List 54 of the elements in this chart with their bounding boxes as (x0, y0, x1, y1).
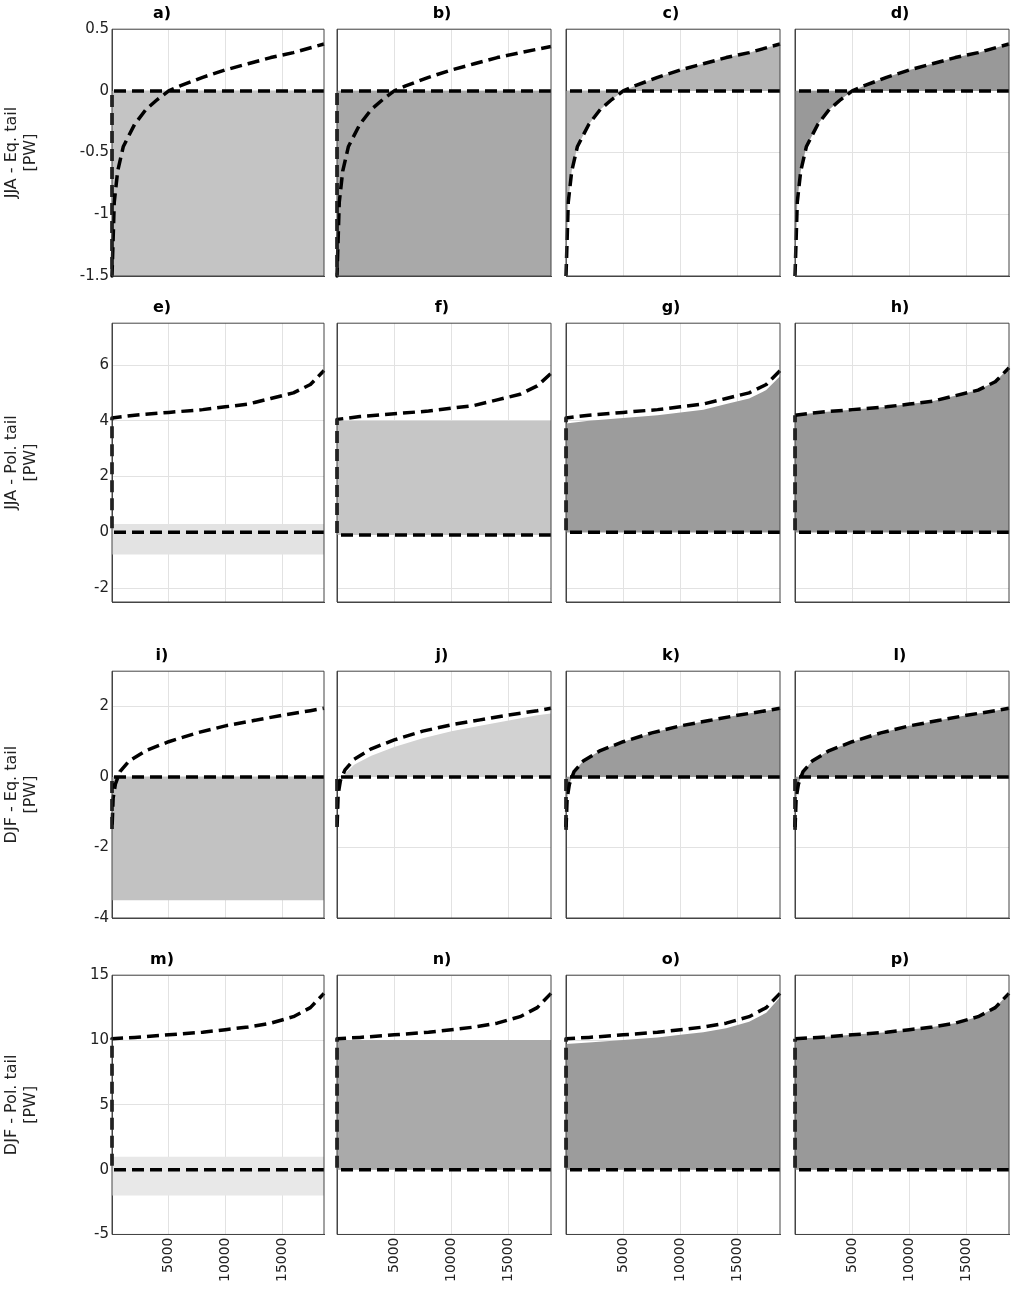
x-tick-label: 5000 (384, 1237, 401, 1274)
y-axis-title: DJF - Pol. tail [PW] (0, 1054, 39, 1156)
y-tick-label: 4 (99, 410, 109, 429)
x-tick-label: 5000 (613, 1237, 630, 1274)
x-tick-label: 15000 (272, 1237, 289, 1283)
line-series (110, 991, 326, 1172)
y-tick-label: -5 (94, 1224, 109, 1243)
y-tick-label: 15 (89, 965, 109, 984)
chart-title: a) (152, 2, 172, 22)
chart-title: g) (661, 296, 681, 316)
y-tick-label: 5 (99, 1094, 109, 1113)
x-tick-label: 5000 (159, 1237, 176, 1274)
y-tick-label: -0.5 (79, 142, 109, 161)
x-tick-label: 10000 (442, 1237, 459, 1283)
y-tick-label: 0.5 (85, 19, 109, 38)
x-tick-label: 5000 (842, 1237, 859, 1274)
y-tick-label: 2 (99, 696, 109, 715)
x-tick-label: 15000 (728, 1237, 745, 1283)
y-tick-label: 0 (99, 1159, 109, 1178)
chart-title: d) (890, 2, 910, 22)
y-tick-label: 0 (99, 766, 109, 785)
chart-title: n) (432, 948, 452, 968)
chart-title: c) (662, 2, 680, 22)
line-series (110, 368, 326, 535)
y-axis-title: DJF - Eq. tail [PW] (0, 745, 39, 844)
x-tick-label: 10000 (900, 1237, 917, 1283)
y-tick-label: 0 (99, 522, 109, 541)
chart-title: o) (661, 948, 681, 968)
y-tick-label: 6 (99, 354, 109, 373)
y-tick-label: 2 (99, 466, 109, 485)
chart-title: b) (432, 2, 452, 22)
x-tick-label: 15000 (957, 1237, 974, 1283)
chart-title: k) (662, 644, 680, 664)
chart-title: m) (150, 948, 174, 968)
line-series (110, 706, 326, 832)
y-tick-label: -2 (94, 577, 109, 596)
x-tick-label: 15000 (499, 1237, 516, 1283)
y-tick-label: 0 (99, 80, 109, 99)
y-tick-label: -2 (94, 837, 109, 856)
chart-title: e) (152, 296, 172, 316)
y-tick-label: 10 (89, 1029, 109, 1048)
y-tick-label: -4 (94, 907, 109, 926)
x-tick-label: 10000 (671, 1237, 688, 1283)
chart-title: p) (890, 948, 910, 968)
y-tick-label: -1.5 (79, 265, 109, 284)
y-tick-label: -1 (94, 204, 109, 223)
x-tick-label: 10000 (216, 1237, 233, 1283)
y-axis-title: JJA - Pol. tail [PW] (0, 415, 39, 511)
chart-title: l) (893, 644, 907, 664)
chart-title: j) (434, 644, 449, 664)
chart-title: f) (434, 296, 450, 316)
chart-title: h) (890, 296, 910, 316)
y-axis-title: JJA - Eq. tail [PW] (0, 106, 39, 200)
chart-title: i) (155, 644, 169, 664)
